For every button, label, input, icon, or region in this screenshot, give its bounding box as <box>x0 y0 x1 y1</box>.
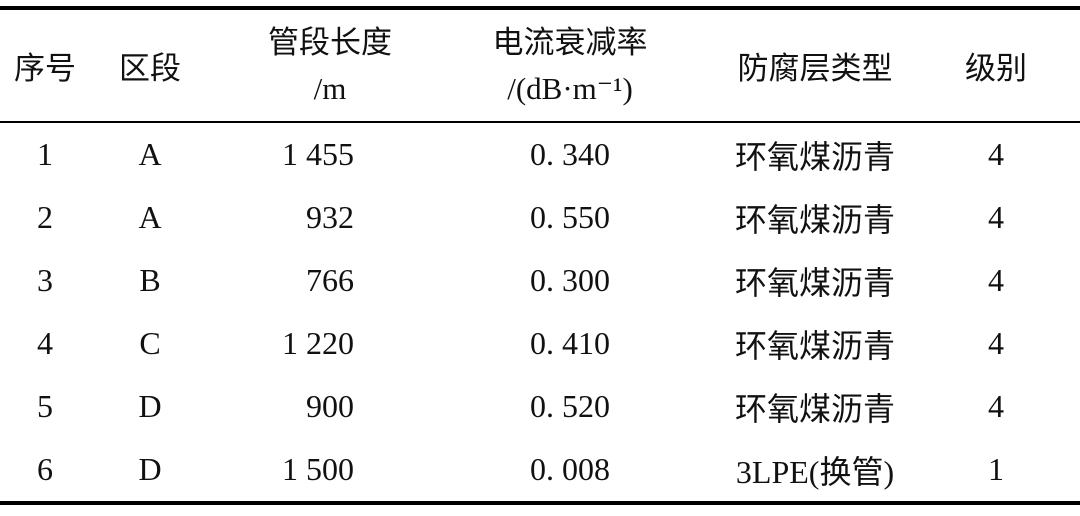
cell-length: 1 220 <box>282 325 354 361</box>
header-label-line1: 电流衰减率 <box>492 24 648 60</box>
cell-grade: 4 <box>988 262 1004 298</box>
col-header-attenuation: 电流衰减率 /(dB·m⁻¹) <box>450 8 690 123</box>
cell-length: 900 <box>306 388 354 424</box>
cell-grade: 4 <box>988 199 1004 235</box>
cell-grade: 4 <box>988 388 1004 424</box>
cell-attenuation: 0. 300 <box>530 262 610 298</box>
cell-seq: 1 <box>37 136 53 172</box>
cell-coating: 环氧煤沥青 <box>734 264 895 301</box>
cell-grade: 4 <box>988 325 1004 361</box>
header-row: 序号 区段 管段长度 /m 电流衰减率 /(dB·m⁻¹) 防腐层类型 级别 <box>0 8 1080 123</box>
cell-attenuation: 0. 550 <box>530 199 610 235</box>
cell-coating: 环氧煤沥青 <box>734 390 895 427</box>
col-header-coating: 防腐层类型 <box>690 8 940 123</box>
col-header-grade: 级别 <box>940 8 1080 123</box>
header-label: 防腐层类型 <box>737 51 893 86</box>
header-label: 级别 <box>965 51 1027 86</box>
cell-seq: 5 <box>37 388 53 424</box>
table-body: 1 A 1 455 0. 340 环氧煤沥青 4 2 A 932 0. 550 … <box>0 122 1080 503</box>
table-container: 序号 区段 管段长度 /m 电流衰减率 /(dB·m⁻¹) 防腐层类型 级别 <box>0 6 1080 505</box>
cell-seq: 4 <box>37 325 53 361</box>
table-row: 2 A 932 0. 550 环氧煤沥青 4 <box>0 186 1080 249</box>
cell-attenuation: 0. 008 <box>530 451 610 487</box>
cell-length: 766 <box>306 262 354 298</box>
cell-length: 1 455 <box>282 136 354 172</box>
cell-section: D <box>138 451 162 487</box>
cell-coating: 环氧煤沥青 <box>734 327 895 364</box>
cell-grade: 4 <box>988 136 1004 172</box>
header-label: 区段 <box>119 51 181 86</box>
cell-section: C <box>139 325 161 361</box>
table-row: 6 D 1 500 0. 008 3LPE(换管) 1 <box>0 438 1080 503</box>
table-row: 3 B 766 0. 300 环氧煤沥青 4 <box>0 249 1080 312</box>
col-header-section: 区段 <box>90 8 210 123</box>
cell-section: A <box>138 199 162 235</box>
cell-section: A <box>138 136 162 172</box>
cell-seq: 3 <box>37 262 53 298</box>
cell-seq: 2 <box>37 199 53 235</box>
cell-length: 1 500 <box>282 451 354 487</box>
cell-coating: 环氧煤沥青 <box>734 138 895 175</box>
cell-grade: 1 <box>988 451 1004 487</box>
header-label: 序号 <box>14 51 76 86</box>
table-row: 4 C 1 220 0. 410 环氧煤沥青 4 <box>0 312 1080 375</box>
cell-attenuation: 0. 410 <box>530 325 610 361</box>
table-row: 1 A 1 455 0. 340 环氧煤沥青 4 <box>0 122 1080 186</box>
col-header-length: 管段长度 /m <box>210 8 450 123</box>
header-label-line2: /m <box>313 70 347 106</box>
table-row: 5 D 900 0. 520 环氧煤沥青 4 <box>0 375 1080 438</box>
cell-attenuation: 0. 340 <box>530 136 610 172</box>
cell-seq: 6 <box>37 451 53 487</box>
cell-section: B <box>139 262 161 298</box>
header-label-line1: 管段长度 <box>268 24 392 60</box>
col-header-seq: 序号 <box>0 8 90 123</box>
cell-coating: 3LPE(换管) <box>735 453 895 490</box>
pipe-segment-table: 序号 区段 管段长度 /m 电流衰减率 /(dB·m⁻¹) 防腐层类型 级别 <box>0 6 1080 505</box>
cell-coating: 环氧煤沥青 <box>734 201 895 238</box>
cell-section: D <box>138 388 162 424</box>
cell-attenuation: 0. 520 <box>530 388 610 424</box>
cell-length: 932 <box>306 199 354 235</box>
table-header: 序号 区段 管段长度 /m 电流衰减率 /(dB·m⁻¹) 防腐层类型 级别 <box>0 8 1080 123</box>
header-label-line2: /(dB·m⁻¹) <box>507 70 633 106</box>
